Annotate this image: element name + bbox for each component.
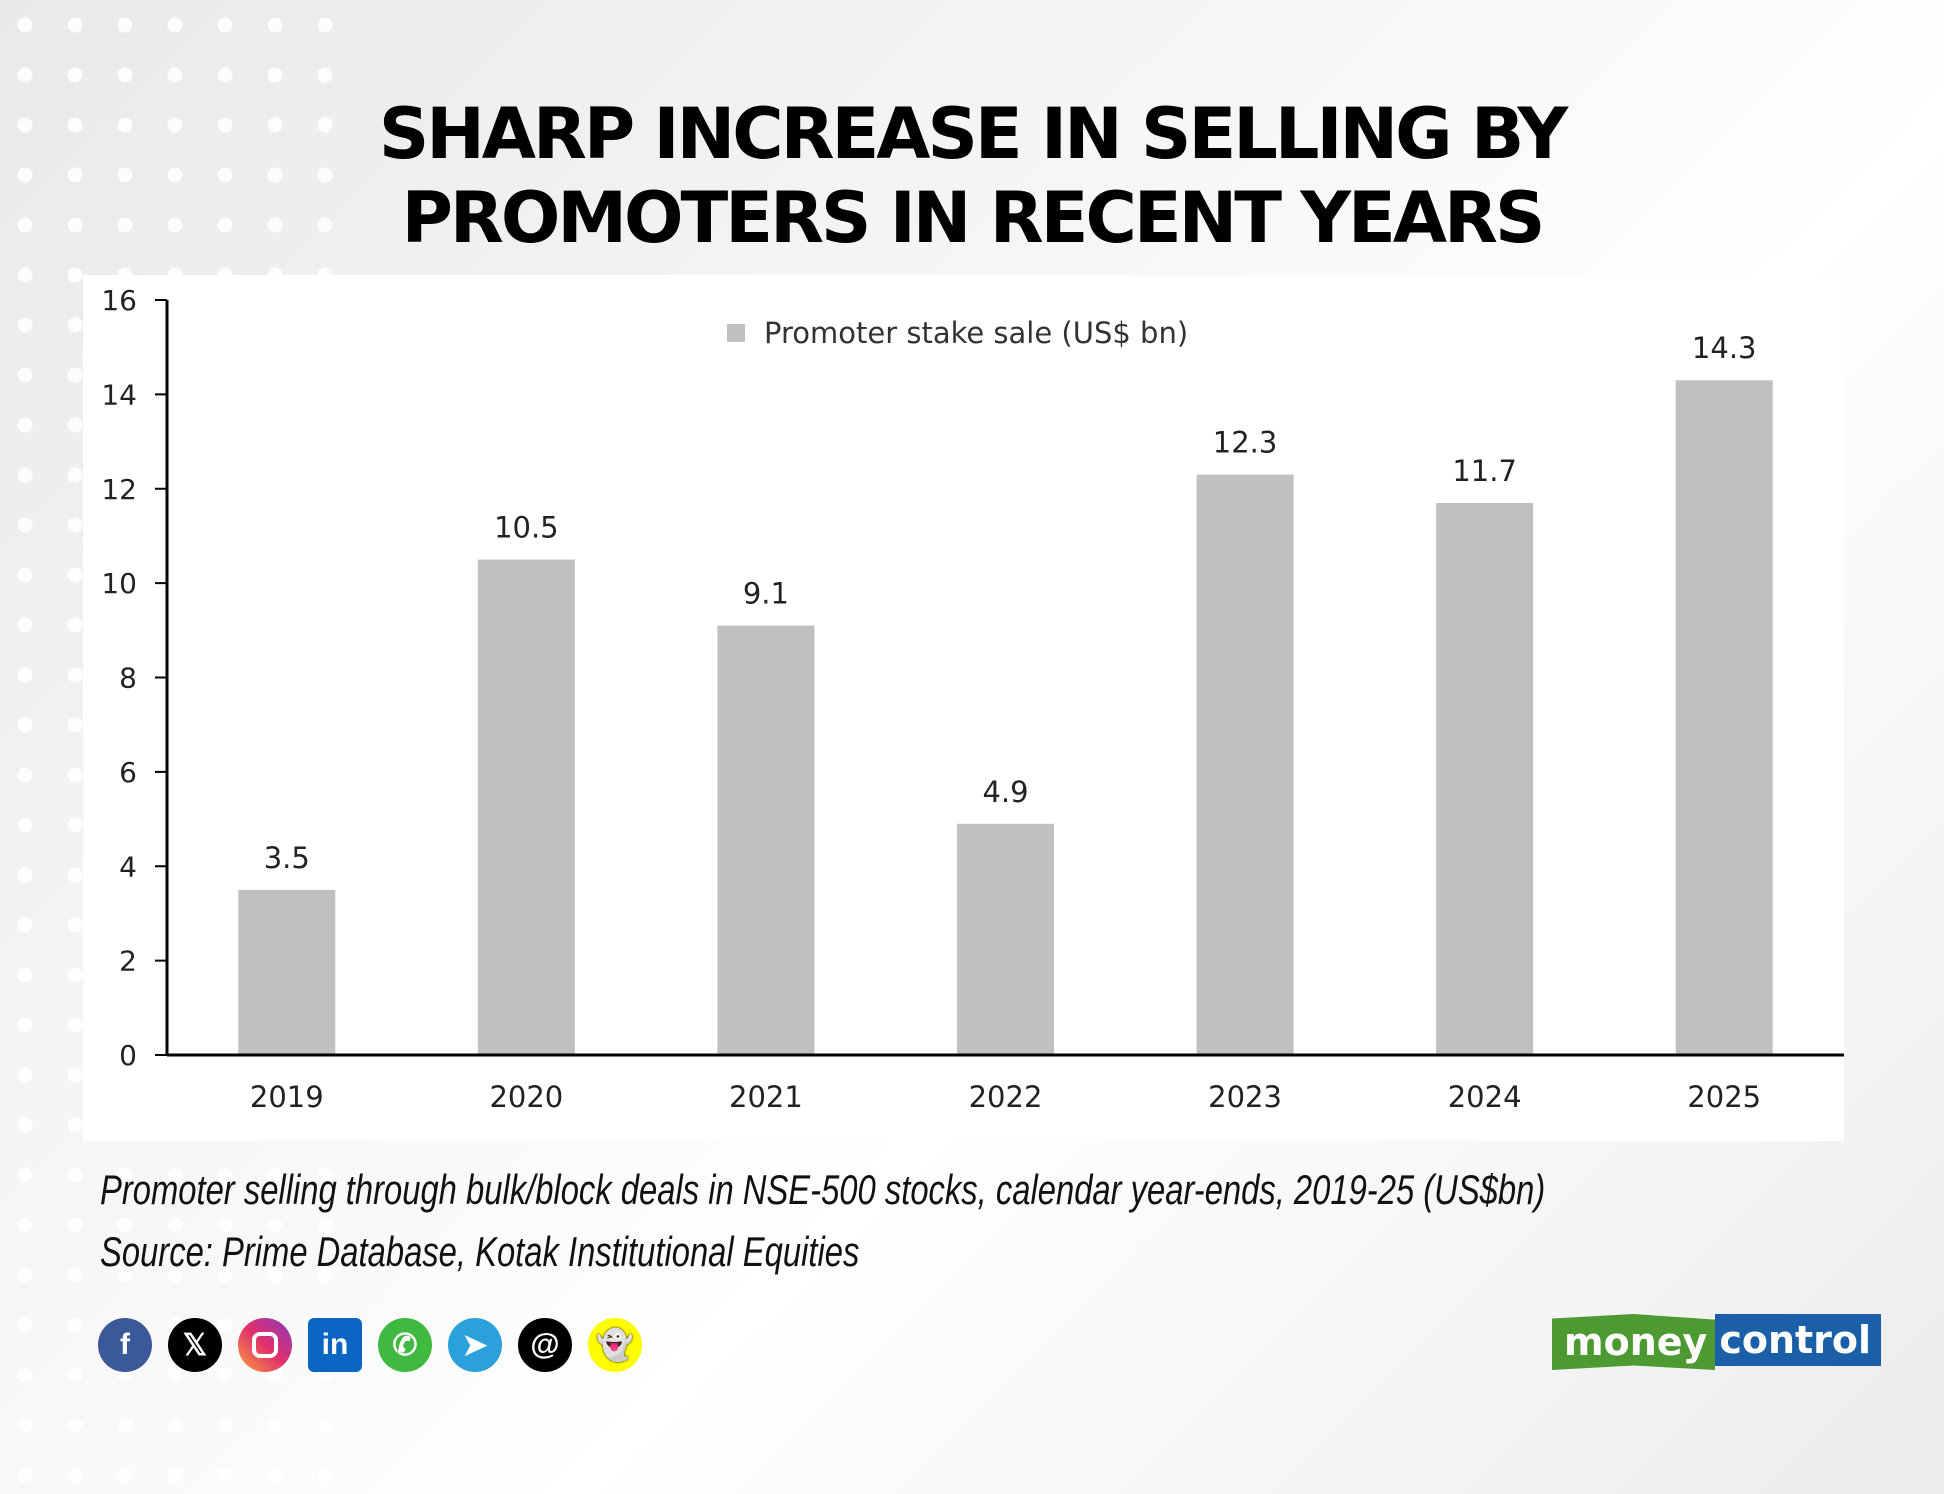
x-icon[interactable]: 𝕏: [168, 1318, 222, 1372]
chart-caption: Promoter selling through bulk/block deal…: [100, 1166, 1546, 1213]
snapchat-icon[interactable]: 👻: [588, 1318, 642, 1372]
y-tick-label: 16: [101, 284, 137, 317]
y-tick-label: 2: [119, 945, 137, 978]
bar-2023: [1196, 474, 1294, 1055]
data-label: 11.7: [1452, 454, 1517, 488]
y-tick-label: 6: [119, 756, 137, 789]
bar-2020: [477, 559, 575, 1055]
title-line-2: PROMOTERS IN RECENT YEARS: [401, 177, 1546, 259]
bar-2024: [1436, 502, 1534, 1055]
chart-title: SHARP INCREASE IN SELLING BY PROMOTERS I…: [0, 92, 1944, 260]
data-label: 12.3: [1213, 426, 1278, 460]
bar-2021: [717, 625, 815, 1055]
bar-2025: [1675, 380, 1773, 1055]
data-label: 4.9: [982, 775, 1028, 809]
y-tick-label: 8: [119, 662, 137, 695]
social-icons: f 𝕏 in ✆ ➤ @ 👻: [98, 1318, 642, 1372]
x-tick-label: 2021: [729, 1080, 803, 1114]
x-tick-label: 2023: [1208, 1080, 1282, 1114]
chart-source: Source: Prime Database, Kotak Institutio…: [100, 1228, 860, 1275]
x-tick-label: 2024: [1448, 1080, 1522, 1114]
x-tick-label: 2019: [250, 1080, 324, 1114]
facebook-icon[interactable]: f: [98, 1318, 152, 1372]
threads-icon[interactable]: @: [518, 1318, 572, 1372]
x-tick-label: 2025: [1687, 1080, 1761, 1114]
bar-2019: [238, 889, 336, 1055]
telegram-icon[interactable]: ➤: [448, 1318, 502, 1372]
instagram-icon[interactable]: [238, 1318, 292, 1372]
legend-label: Promoter stake sale (US$ bn): [764, 316, 1188, 350]
x-tick-label: 2020: [489, 1080, 563, 1114]
logo-control: control: [1715, 1314, 1882, 1366]
y-tick-label: 4: [119, 850, 137, 883]
y-tick-label: 12: [101, 473, 137, 506]
data-label: 10.5: [494, 511, 559, 545]
moneycontrol-logo: money control: [1552, 1314, 1882, 1370]
y-tick-label: 0: [119, 1039, 137, 1072]
logo-money: money: [1552, 1314, 1716, 1370]
bar-2022: [957, 823, 1054, 1055]
legend-swatch: [727, 324, 745, 342]
data-label: 9.1: [743, 577, 789, 611]
y-tick-label: 10: [101, 567, 137, 600]
y-tick-label: 14: [101, 378, 137, 411]
x-tick-label: 2022: [969, 1080, 1043, 1114]
data-label: 14.3: [1692, 331, 1757, 365]
title-line-1: SHARP INCREASE IN SELLING BY: [378, 93, 1568, 175]
whatsapp-icon[interactable]: ✆: [378, 1318, 432, 1372]
data-label: 3.5: [264, 841, 310, 875]
linkedin-icon[interactable]: in: [308, 1318, 362, 1372]
